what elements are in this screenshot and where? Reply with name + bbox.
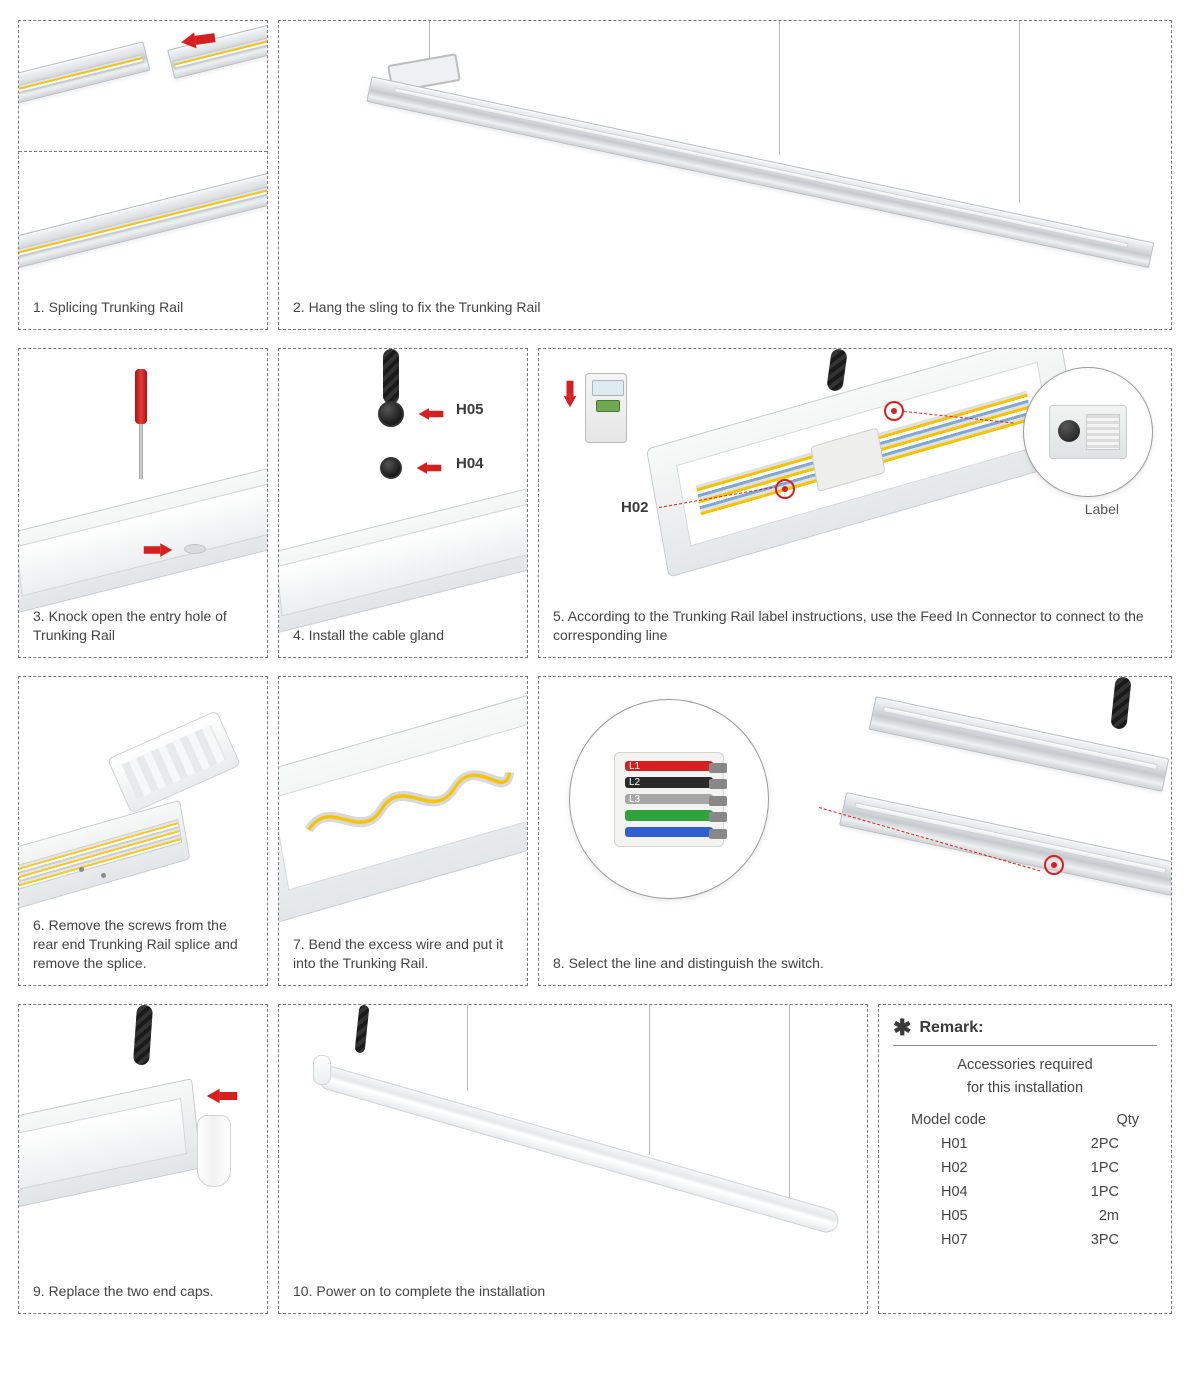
row-2: 3. Knock open the entry hole of Trunking… bbox=[18, 348, 1182, 658]
arrow-icon bbox=[564, 381, 577, 408]
row-3: 6. Remove the screws from the rear end T… bbox=[18, 676, 1182, 986]
target-icon bbox=[884, 401, 904, 421]
step10-caption: 10. Power on to complete the installatio… bbox=[279, 1274, 867, 1313]
target-icon bbox=[1044, 855, 1064, 875]
remark-header: ✱ Remark: bbox=[879, 1005, 1171, 1043]
step9-illustration bbox=[19, 1005, 267, 1274]
cable-icon bbox=[383, 349, 399, 404]
detail-circle: L1 L2 L3 bbox=[569, 699, 769, 899]
panel-step-3: 3. Knock open the entry hole of Trunking… bbox=[18, 348, 268, 658]
remark-row: H052m bbox=[901, 1204, 1149, 1228]
terminal: L2 bbox=[625, 777, 713, 788]
breaker-icon bbox=[585, 373, 627, 443]
remark-row: H073PC bbox=[901, 1228, 1149, 1252]
divider bbox=[893, 1045, 1157, 1046]
remark-col-qty: Qty bbox=[1116, 1112, 1139, 1128]
step5-caption: 5. According to the Trunking Rail label … bbox=[539, 599, 1171, 657]
step2-illustration bbox=[279, 21, 1171, 290]
remark-col-model: Model code bbox=[911, 1112, 986, 1128]
target-icon bbox=[775, 479, 795, 499]
step2-caption: 2. Hang the sling to fix the Trunking Ra… bbox=[279, 290, 1171, 329]
row-4: 9. Replace the two end caps. 10. Power o… bbox=[18, 1004, 1182, 1314]
gland-icon bbox=[378, 401, 404, 427]
terminal: L3 bbox=[625, 794, 713, 805]
step5-illustration: H02 Label bbox=[539, 349, 1171, 599]
remark-subtitle-1: Accessories required bbox=[879, 1054, 1171, 1077]
panel-step-1: 1. Splicing Trunking Rail bbox=[18, 20, 268, 330]
gland-icon bbox=[380, 457, 402, 479]
terminal bbox=[625, 810, 713, 821]
cable-icon bbox=[133, 1005, 153, 1066]
step1-caption: 1. Splicing Trunking Rail bbox=[19, 290, 267, 329]
label-h04: H04 bbox=[454, 455, 486, 472]
cable-icon bbox=[1110, 676, 1131, 729]
step8-illustration: L1 L2 L3 bbox=[539, 677, 1171, 946]
terminal bbox=[625, 827, 713, 838]
step7-caption: 7. Bend the excess wire and put it into … bbox=[279, 927, 527, 985]
step3-caption: 3. Knock open the entry hole of Trunking… bbox=[19, 599, 267, 657]
connector-block: L1 L2 L3 bbox=[614, 752, 724, 847]
asterisk-icon: ✱ bbox=[893, 1017, 911, 1039]
remark-title: Remark: bbox=[919, 1019, 983, 1037]
row-1: 1. Splicing Trunking Rail 2. Hang the sl… bbox=[18, 20, 1182, 330]
label-h02: H02 bbox=[619, 499, 651, 516]
remark-row: H021PC bbox=[901, 1156, 1149, 1180]
step4-caption: 4. Install the cable gland bbox=[279, 618, 527, 657]
step7-illustration bbox=[279, 677, 527, 927]
step1-illustration bbox=[19, 21, 267, 290]
step10-illustration bbox=[279, 1005, 867, 1274]
label-detail: Label bbox=[1085, 501, 1119, 517]
panel-step-6: 6. Remove the screws from the rear end T… bbox=[18, 676, 268, 986]
panel-step-8: L1 L2 L3 8. Select the line and distinguis… bbox=[538, 676, 1172, 986]
detail-circle bbox=[1023, 367, 1153, 497]
step6-caption: 6. Remove the screws from the rear end T… bbox=[19, 908, 267, 985]
arrow-icon bbox=[419, 408, 444, 420]
panel-step-5: H02 Label 5. According to the Trunking R… bbox=[538, 348, 1172, 658]
panel-step-9: 9. Replace the two end caps. bbox=[18, 1004, 268, 1314]
remark-row: H041PC bbox=[901, 1180, 1149, 1204]
cable-icon bbox=[355, 1005, 370, 1054]
step8-caption: 8. Select the line and distinguish the s… bbox=[539, 946, 1171, 985]
panel-step-4: H05 H04 4. Install the cable gland bbox=[278, 348, 528, 658]
remark-subtitle-2: for this installation bbox=[879, 1077, 1171, 1100]
screwdriver-icon bbox=[137, 369, 145, 479]
step6-illustration bbox=[19, 677, 267, 908]
panel-step-7: 7. Bend the excess wire and put it into … bbox=[278, 676, 528, 986]
arrow-icon bbox=[144, 543, 173, 557]
panel-step-10: 10. Power on to complete the installatio… bbox=[278, 1004, 868, 1314]
arrow-icon bbox=[417, 462, 442, 474]
step3-illustration bbox=[19, 349, 267, 599]
cable-icon bbox=[826, 348, 848, 392]
remark-table: Model code Qty H012PCH021PCH041PCH052mH0… bbox=[879, 1100, 1171, 1266]
panel-remark: ✱ Remark: Accessories required for this … bbox=[878, 1004, 1172, 1314]
endcap-icon bbox=[197, 1115, 231, 1187]
terminal: L1 bbox=[625, 761, 713, 772]
step9-caption: 9. Replace the two end caps. bbox=[19, 1274, 267, 1313]
panel-step-2: 2. Hang the sling to fix the Trunking Ra… bbox=[278, 20, 1172, 330]
arrow-icon bbox=[207, 1089, 237, 1103]
label-h05: H05 bbox=[454, 401, 486, 418]
remark-row: H012PC bbox=[901, 1132, 1149, 1156]
step4-illustration: H05 H04 bbox=[279, 349, 527, 618]
